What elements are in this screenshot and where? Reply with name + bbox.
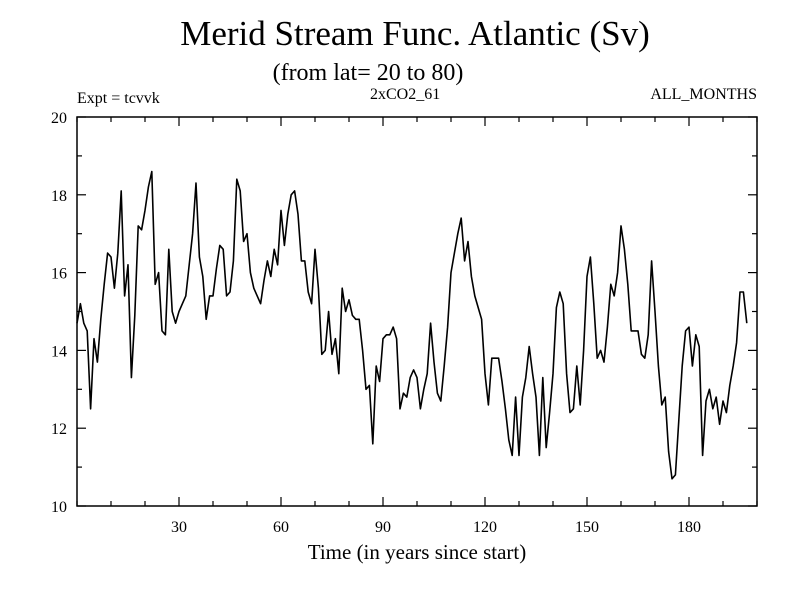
- x-axis-title: Time (in years since start): [307, 540, 527, 564]
- x-tick-label: 180: [677, 519, 701, 536]
- y-tick-label: 10: [51, 499, 67, 516]
- chart-subtitle: (from lat= 20 to 80): [272, 60, 464, 86]
- y-axis-ticks: 10 12 14 16 18 20: [51, 110, 757, 516]
- y-tick-label: 16: [51, 266, 67, 283]
- x-axis-ticks: 30 60 90 120 150 180: [76, 117, 758, 536]
- y-tick-label: 20: [51, 110, 67, 127]
- x-tick-label: 150: [575, 519, 599, 536]
- y-tick-label: 18: [51, 188, 67, 205]
- x-tick-label: 60: [273, 519, 289, 536]
- y-tick-label: 12: [51, 421, 67, 438]
- expt-label: Expt = tcvvk: [77, 90, 160, 107]
- run-label: 2xCO2_61: [370, 86, 441, 103]
- period-label: ALL_MONTHS: [650, 86, 757, 103]
- x-tick-label: 30: [171, 519, 187, 536]
- y-tick-label: 14: [51, 343, 67, 360]
- x-tick-label: 120: [473, 519, 497, 536]
- series-line: [76, 170, 748, 480]
- chart-title: Merid Stream Func. Atlantic (Sv): [180, 14, 650, 53]
- x-tick-label: 90: [375, 519, 391, 536]
